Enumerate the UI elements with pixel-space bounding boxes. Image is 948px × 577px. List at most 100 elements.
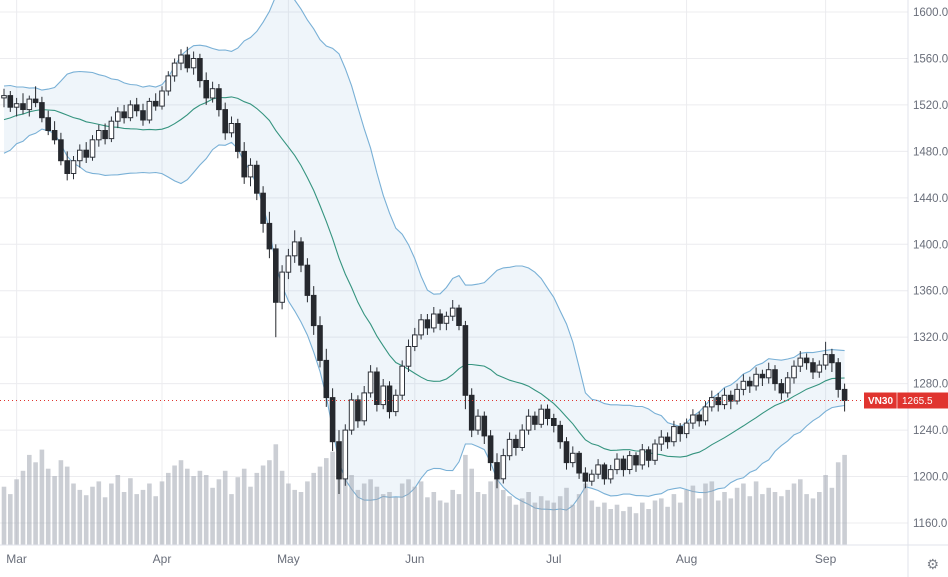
volume-bar (507, 496, 512, 545)
candle-body (721, 394, 728, 406)
volume-bar (722, 492, 727, 545)
candle-body (437, 313, 443, 324)
volume-bar (399, 483, 405, 545)
volume-bar (513, 504, 519, 545)
candle-body (456, 307, 462, 327)
candle-body (304, 264, 311, 296)
volume-bar (519, 498, 525, 545)
candle-body (228, 123, 235, 134)
candle-body (64, 160, 71, 174)
volume-bar (248, 486, 253, 545)
candle-body (121, 111, 127, 119)
candle-body (133, 104, 140, 112)
time-axis-label: Jun (405, 552, 424, 566)
volume-bar (665, 506, 670, 545)
candle-body (70, 160, 77, 174)
volume-bar (791, 483, 797, 545)
volume-bar (690, 485, 696, 545)
candle-body (487, 435, 494, 464)
volume-bar (696, 498, 702, 545)
candle-body (89, 139, 96, 158)
candle-body (740, 380, 747, 390)
volume-bar (368, 479, 373, 545)
candle-body (475, 415, 481, 431)
volume-bar (324, 458, 329, 545)
candle-body (108, 120, 115, 140)
volume-bar (728, 498, 734, 545)
volume-bar (8, 494, 13, 545)
candle-body (317, 325, 323, 361)
candle-body (513, 438, 519, 448)
candle-body (449, 307, 456, 317)
candle-body (772, 369, 778, 385)
candle-body (241, 150, 247, 178)
volume-bar (90, 486, 95, 545)
candle-body (45, 117, 52, 131)
price-axis-label: 1480.0 (913, 146, 948, 158)
candle-body (791, 365, 797, 379)
volume-bar (178, 460, 184, 545)
candle-body (247, 164, 254, 178)
volume-bar (33, 462, 38, 545)
candle-body (127, 104, 134, 119)
candle-body (728, 394, 734, 402)
candle-body (32, 98, 39, 104)
volume-bar (203, 475, 209, 545)
volume-bar (621, 511, 626, 545)
volume-bar (52, 476, 57, 545)
volume-bar (602, 502, 607, 545)
volume-bar (829, 487, 835, 545)
candle-body (709, 397, 715, 408)
volume-bar (361, 483, 367, 545)
volume-bar (842, 454, 847, 545)
volume-bar (835, 462, 841, 545)
volume-bar (804, 494, 809, 545)
time-axis-label: Mar (6, 552, 27, 566)
candle-body (715, 397, 722, 406)
candle-body (39, 102, 45, 119)
volume-bar (677, 502, 683, 545)
candle-body (462, 325, 469, 396)
candle-body (96, 130, 102, 141)
volume-bar (823, 475, 828, 545)
candle-body (342, 429, 349, 480)
volume-bar (330, 451, 335, 545)
candle-body (765, 369, 772, 379)
candle-body (576, 452, 582, 474)
volume-bar (646, 509, 651, 545)
candle-body (677, 426, 684, 435)
volume-bar (703, 483, 708, 545)
volume-bar (551, 502, 557, 545)
last-price-value: 1265.5 (902, 396, 933, 407)
candle-body (607, 469, 614, 480)
candle-body (102, 130, 108, 140)
candle-body (140, 110, 146, 121)
volume-bar (222, 470, 228, 545)
settings-icon[interactable]: ⚙ (926, 556, 939, 572)
price-axis-label: 1240.0 (913, 425, 948, 437)
candle-body (753, 373, 759, 387)
volume-bar (27, 454, 32, 545)
volume-bar (418, 481, 424, 545)
candle-body (329, 397, 336, 443)
volume-bar (557, 496, 563, 545)
volume-bar (437, 500, 443, 545)
candle-body (298, 241, 304, 266)
volume-bar (595, 506, 601, 545)
volume-bar (431, 492, 437, 545)
time-axis[interactable]: Mar Apr May Jun Jul Aug Sep (6, 552, 836, 566)
volume-bar (102, 497, 108, 545)
price-axis[interactable]: 1600.0 1560.0 1520.0 1480.0 1440.0 1400.0 1360… (913, 7, 948, 530)
volume-bar (128, 478, 133, 545)
candle-body (835, 362, 842, 390)
candle-body (152, 100, 159, 107)
candle-body (393, 394, 399, 413)
candle-body (544, 408, 551, 420)
volume-bar (210, 487, 215, 545)
candle-body (83, 149, 90, 158)
last-price-badge[interactable]: VN30 1265.5 (864, 392, 948, 409)
volume-bar (159, 481, 165, 545)
candle-body (361, 392, 367, 422)
candle-body (424, 319, 431, 329)
